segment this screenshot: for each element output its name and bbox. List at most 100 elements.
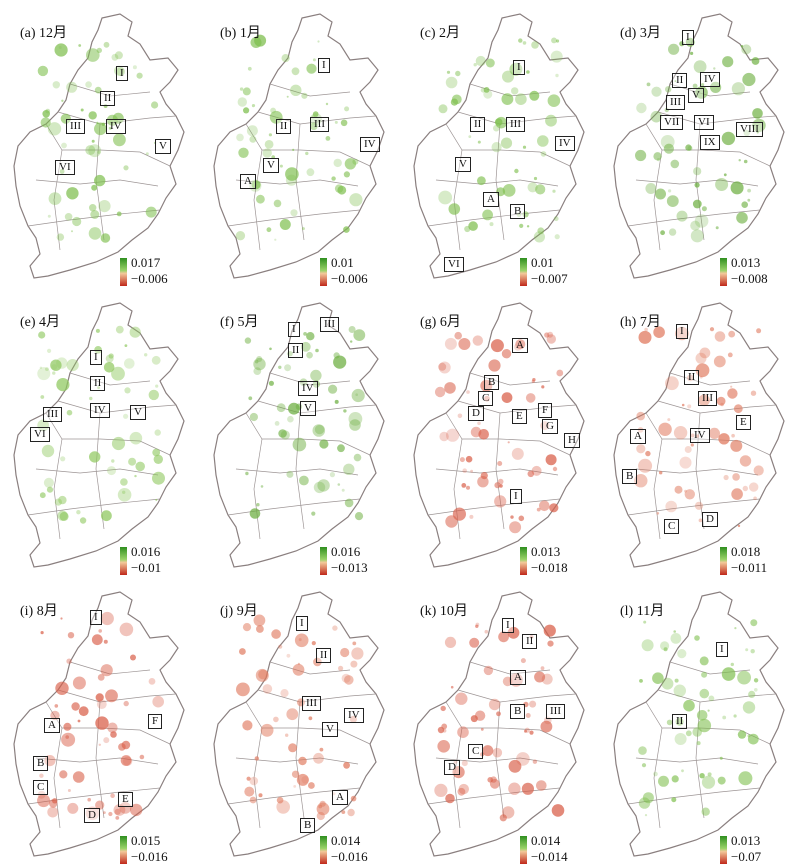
anomaly-patch — [683, 699, 695, 712]
anomaly-patch — [527, 470, 535, 478]
anomaly-patch — [660, 230, 665, 236]
anomaly-patch — [249, 508, 261, 519]
anomaly-patch — [134, 474, 137, 478]
legend: 0.01 −0.006 — [320, 255, 390, 288]
anomaly-patch — [522, 211, 529, 218]
anomaly-patch — [268, 380, 274, 386]
anomaly-patch — [312, 58, 316, 62]
anomaly-patch — [313, 752, 324, 764]
province-boundary — [57, 400, 177, 414]
legend-max: 0.013 — [531, 544, 561, 559]
anomaly-patch — [155, 498, 158, 501]
region-box: B — [510, 704, 526, 719]
anomaly-patch — [646, 82, 651, 87]
anomaly-patch — [540, 720, 553, 733]
anomaly-patch — [60, 456, 66, 462]
anomaly-patch — [445, 515, 458, 528]
anomaly-patch — [485, 58, 495, 68]
anomaly-patch — [42, 110, 50, 118]
anomaly-patch — [693, 60, 707, 74]
anomaly-patch — [299, 475, 309, 486]
anomaly-patch — [635, 149, 647, 162]
map-jan — [213, 13, 385, 279]
region-box: II — [684, 370, 700, 385]
anomaly-patch — [638, 330, 652, 344]
anomaly-patch — [351, 647, 364, 660]
anomaly-patch — [525, 393, 536, 403]
legend-colorbar — [520, 836, 527, 864]
anomaly-patch — [707, 772, 712, 777]
anomaly-patch — [310, 122, 318, 131]
anomaly-patch — [522, 41, 527, 45]
anomaly-patch — [292, 663, 305, 676]
province-boundary — [695, 123, 705, 241]
province-boundary — [669, 83, 751, 97]
anomaly-patch — [301, 227, 305, 231]
anomaly-patch — [492, 747, 503, 758]
anomaly-patch — [482, 745, 494, 757]
anomaly-patch — [242, 720, 253, 731]
anomaly-patch — [269, 347, 272, 351]
anomaly-patch — [262, 148, 272, 158]
anomaly-patch — [58, 46, 62, 49]
anomaly-patch — [328, 384, 338, 394]
anomaly-patch — [299, 378, 308, 387]
panel-apr: (e) 4月 I II III IV V VI 0.016 −0.01 — [0, 289, 200, 578]
anomaly-patch — [728, 330, 736, 338]
anomaly-patch — [50, 359, 62, 371]
anomaly-patch — [349, 419, 361, 431]
anomaly-patch — [343, 409, 347, 413]
legend: 0.016 −0.01 — [120, 544, 190, 577]
anomaly-patch — [100, 611, 114, 626]
province-boundary — [245, 123, 371, 167]
region-box: B — [33, 756, 49, 771]
province-boundary — [495, 123, 505, 241]
anomaly-patch — [679, 41, 685, 47]
anomaly-patch — [319, 439, 329, 449]
anomaly-patch — [475, 624, 479, 628]
anomaly-patch — [262, 684, 273, 694]
anomaly-patch — [77, 719, 81, 723]
anomaly-patch — [502, 70, 514, 83]
anomaly-patch — [438, 190, 453, 205]
anomaly-patch — [515, 93, 527, 105]
anomaly-patch — [670, 159, 680, 169]
anomaly-patch — [468, 135, 472, 139]
anomaly-patch — [278, 429, 287, 438]
anomaly-patch — [284, 364, 292, 372]
anomaly-patch — [350, 795, 357, 802]
anomaly-patch — [280, 689, 289, 698]
anomaly-patch — [674, 678, 679, 683]
legend: 0.013 −0.018 — [520, 544, 590, 577]
anomaly-patch — [692, 83, 698, 89]
anomaly-patch — [96, 699, 107, 709]
anomaly-patch — [235, 231, 246, 241]
anomaly-patch — [95, 693, 104, 702]
province-boundary — [227, 498, 361, 516]
region-box: B — [300, 818, 316, 833]
region-box: VII — [660, 115, 684, 130]
province-boundary — [235, 468, 359, 476]
anomaly-patch — [547, 94, 561, 107]
anomaly-patch — [469, 637, 480, 648]
anomaly-patch — [747, 188, 751, 193]
anomaly-patch — [532, 378, 536, 382]
anomaly-patch — [43, 477, 54, 488]
anomaly-patch — [78, 44, 82, 47]
anomaly-patch — [501, 392, 513, 403]
anomaly-patch — [692, 727, 702, 737]
anomaly-patch — [108, 126, 112, 130]
anomaly-patch — [737, 670, 751, 685]
anomaly-patch — [273, 716, 279, 723]
anomaly-patch — [437, 740, 450, 753]
anomaly-patch — [470, 426, 482, 438]
province-boundary — [453, 727, 463, 829]
anomaly-patch — [256, 625, 264, 633]
anomaly-patch — [453, 760, 458, 764]
anomaly-patch — [334, 399, 339, 404]
anomaly-patch — [442, 728, 447, 733]
anomaly-patch — [477, 140, 481, 144]
anomaly-patch — [529, 90, 540, 101]
anomaly-patch — [551, 804, 565, 817]
anomaly-patch — [129, 431, 143, 445]
